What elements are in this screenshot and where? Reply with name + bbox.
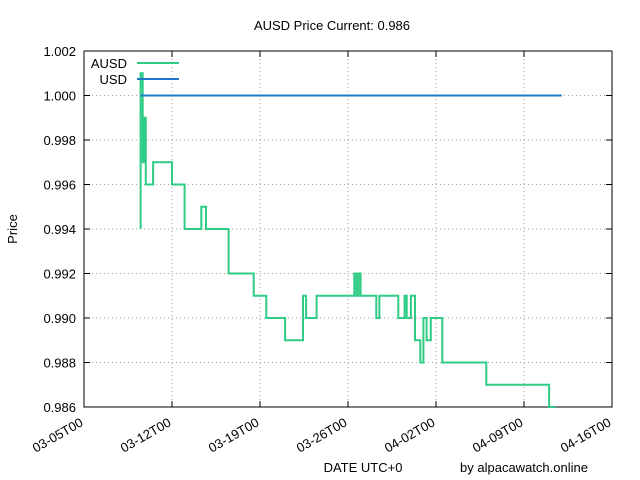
x-tick-label: 03-12T00 xyxy=(118,415,174,456)
x-axis-ticks: 03-05T00 03-12T00 03-19T00 03-26T00 04-02T00… xyxy=(30,51,614,455)
y-tick-label: 0.992 xyxy=(43,267,76,282)
credit-label: by alpacawatch.online xyxy=(460,460,588,475)
y-tick-label: 1.002 xyxy=(43,44,76,59)
y-tick-label: 0.998 xyxy=(43,133,76,148)
x-tick-label: 04-09T00 xyxy=(470,415,526,456)
legend-label-ausd: AUSD xyxy=(91,56,127,71)
y-tick-label: 0.988 xyxy=(43,356,76,371)
chart-title: AUSD Price Current: 0.986 xyxy=(254,18,410,33)
y-tick-label: 0.996 xyxy=(43,178,76,193)
y-tick-label: 0.994 xyxy=(43,222,76,237)
y-axis-label: Price xyxy=(5,214,20,244)
grid-lines xyxy=(84,51,612,407)
legend-label-usd: USD xyxy=(100,72,127,87)
y-tick-label: 1.000 xyxy=(43,89,76,104)
series-lines xyxy=(139,72,562,408)
x-tick-label: 04-02T00 xyxy=(382,415,438,456)
series-line-ausd xyxy=(139,72,556,408)
x-tick-label: 03-05T00 xyxy=(30,415,86,456)
x-tick-label: 04-16T00 xyxy=(558,415,614,456)
y-tick-label: 0.990 xyxy=(43,311,76,326)
x-axis-label: DATE UTC+0 xyxy=(324,460,403,475)
y-tick-label: 0.986 xyxy=(43,400,76,415)
x-tick-label: 03-26T00 xyxy=(294,415,350,456)
y-axis-ticks: 0.986 0.988 0.990 0.992 0.994 0.996 0.998 1.000… xyxy=(43,44,612,415)
x-tick-label: 03-19T00 xyxy=(206,415,262,456)
